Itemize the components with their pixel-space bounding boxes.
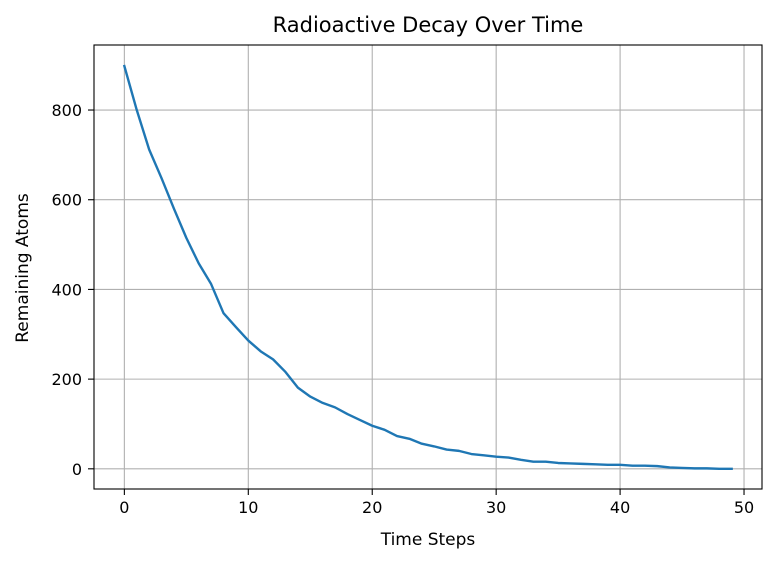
plot-frame — [93, 44, 763, 490]
x-tick-label-3: 30 — [486, 498, 506, 517]
ticks: 0 10 20 30 40 50 0 200 400 600 800 — [51, 101, 754, 517]
x-tick-label-1: 10 — [238, 498, 258, 517]
chart-title: Radioactive Decay Over Time — [273, 13, 584, 37]
axes — [93, 44, 763, 490]
x-tick-label-0: 0 — [119, 498, 129, 517]
series-line-0 — [122, 64, 733, 471]
x-tick-label-4: 40 — [610, 498, 630, 517]
y-tick-label-3: 600 — [51, 191, 82, 210]
series-layer — [122, 64, 733, 471]
y-tick-label-4: 800 — [51, 101, 82, 120]
x-axis-label: Time Steps — [380, 530, 476, 550]
y-tick-label-2: 400 — [51, 280, 82, 299]
grid — [94, 45, 762, 489]
y-axis-label: Remaining Atoms — [13, 193, 33, 343]
y-tick-label-0: 0 — [72, 460, 82, 479]
x-tick-label-2: 20 — [362, 498, 382, 517]
x-tick-label-5: 50 — [734, 498, 754, 517]
y-tick-label-1: 200 — [51, 370, 82, 389]
